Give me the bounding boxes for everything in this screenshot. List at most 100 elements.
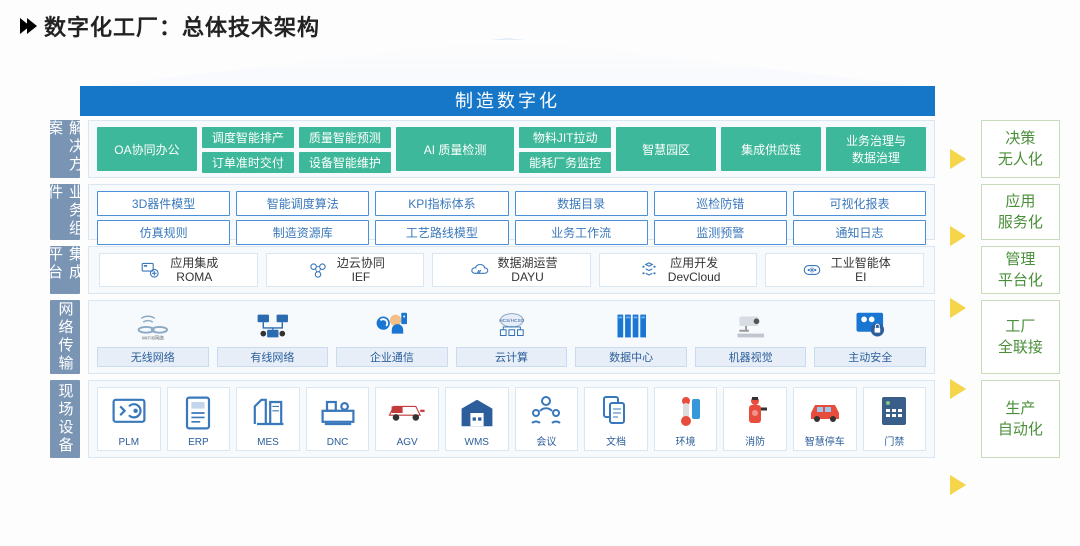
- side-label: 网络传输: [50, 300, 80, 374]
- solution-pill: 订单准时交付: [202, 152, 294, 173]
- dnc-icon: [316, 391, 360, 435]
- outcome-box: 应用 服务化: [981, 184, 1060, 240]
- device-label: MES: [257, 437, 279, 448]
- solution-pill: OA协同办公: [97, 127, 197, 171]
- device-item: ERP: [167, 387, 231, 451]
- network-label: 机器视觉: [695, 347, 807, 367]
- solution-pill: 集成供应链: [721, 127, 821, 171]
- solution-pill: 智慧园区: [616, 127, 716, 171]
- device-item: 智慧停车: [793, 387, 857, 451]
- platform-item: 应用开发DevCloud: [599, 253, 758, 287]
- rows-column: OA协同办公调度智能排产订单准时交付质量智能预测设备智能维护AI 质量检测物料J…: [88, 120, 935, 534]
- arrow-icon: [950, 226, 966, 246]
- row-components: 3D器件模型智能调度算法KPI指标体系数据目录巡检防错可视化报表仿真规则制造资源…: [88, 184, 935, 240]
- outcome-box: 工厂 全联接: [981, 300, 1060, 374]
- camera-icon: [695, 307, 807, 345]
- platform-label: 数据湖运营DAYU: [498, 256, 558, 285]
- device-item: MES: [236, 387, 300, 451]
- side-label: 现场设备: [50, 380, 80, 458]
- network-item: WIFI6网络无线网络: [97, 307, 209, 367]
- arrow-icon: [950, 298, 966, 318]
- wifi-icon: WIFI6网络: [97, 307, 209, 345]
- outcome-box: 决策 无人化: [981, 120, 1060, 178]
- platform-item: 数据湖运营DAYU: [432, 253, 591, 287]
- solution-pill: 能耗厂务监控: [519, 152, 611, 173]
- dayu-icon: [466, 259, 492, 281]
- device-item: DNC: [306, 387, 370, 451]
- device-item: AGV: [375, 387, 439, 451]
- device-label: 智慧停车: [805, 433, 845, 448]
- ief-icon: [305, 259, 331, 281]
- plm-icon: [107, 391, 151, 435]
- arrow-icon: [950, 475, 966, 495]
- solution-pill: 物料JIT拉动: [519, 127, 611, 148]
- row-solutions: OA协同办公调度智能排产订单准时交付质量智能预测设备智能维护AI 质量检测物料J…: [88, 120, 935, 178]
- roma-icon: [138, 259, 164, 281]
- car-icon: [805, 391, 845, 431]
- outcome-box: 生产 自动化: [981, 380, 1060, 458]
- device-item: 消防: [723, 387, 787, 451]
- side-label: 业务组件: [50, 184, 80, 240]
- device-label: 文档: [606, 433, 626, 448]
- erp-icon: [176, 391, 220, 435]
- row-devices: PLM ERP MES DNC AGV WMS 会议 文档 环境消防 智慧停车 门禁: [88, 380, 935, 458]
- platform-label: 工业智能体EI: [831, 256, 891, 285]
- device-item: 环境: [654, 387, 718, 451]
- outcome-box: 管理 平台化: [981, 246, 1060, 294]
- platform-label: 应用集成ROMA: [170, 256, 218, 285]
- platform-label: 应用开发DevCloud: [668, 256, 721, 285]
- title-row: 数字化工厂：总体技术架构: [0, 0, 1080, 46]
- page-title: 数字化工厂：总体技术架构: [44, 10, 320, 42]
- cloud-icon: HCS/HCSO: [456, 307, 568, 345]
- device-item: WMS: [445, 387, 509, 451]
- component-pill: 监测预警: [654, 220, 787, 245]
- wired-icon: [217, 307, 329, 345]
- network-item: 有线网络: [217, 307, 329, 367]
- arrow-icon: [950, 379, 966, 399]
- component-pill: 可视化报表: [793, 191, 926, 216]
- platform-item: 工业智能体EI: [765, 253, 924, 287]
- component-pill: 数据目录: [515, 191, 648, 216]
- network-label: 企业通信: [336, 347, 448, 367]
- device-label: 会议: [536, 433, 556, 448]
- network-label: 无线网络: [97, 347, 209, 367]
- component-pill: 制造资源库: [236, 220, 369, 245]
- mes-icon: [246, 391, 290, 435]
- svg-text:WIFI6网络: WIFI6网络: [142, 334, 164, 341]
- arrows-column: [943, 120, 973, 534]
- meeting-icon: [526, 391, 566, 431]
- device-label: DNC: [327, 437, 349, 448]
- device-label: 门禁: [884, 433, 904, 448]
- component-pill: 工艺路线模型: [375, 220, 508, 245]
- device-label: AGV: [397, 437, 418, 448]
- banner: 制造数字化: [80, 86, 935, 116]
- dc-icon: [575, 307, 687, 345]
- component-pill: 通知日志: [793, 220, 926, 245]
- component-pill: 3D器件模型: [97, 191, 230, 216]
- row-network: WIFI6网络无线网络有线网络企业通信 HCS/HCSO云计算数据中心机器视觉主动…: [88, 300, 935, 374]
- platform-label: 边云协同IEF: [337, 256, 385, 285]
- device-label: WMS: [465, 437, 489, 448]
- network-item: HCS/HCSO云计算: [456, 307, 568, 367]
- fire-icon: [735, 391, 775, 431]
- ei-icon: [799, 259, 825, 281]
- device-item: 文档: [584, 387, 648, 451]
- outcomes-column: 决策 无人化应用 服务化管理 平台化工厂 全联接生产 自动化: [981, 120, 1060, 534]
- agv-icon: [385, 391, 429, 435]
- env-icon: [666, 391, 706, 431]
- component-pill: 业务工作流: [515, 220, 648, 245]
- component-pill: 智能调度算法: [236, 191, 369, 216]
- solution-pill: 设备智能维护: [299, 152, 391, 173]
- network-item: 主动安全: [814, 307, 926, 367]
- platform-item: 边云协同IEF: [266, 253, 425, 287]
- device-label: PLM: [119, 437, 140, 448]
- title-marker-icon: [20, 18, 34, 34]
- component-pill: 仿真规则: [97, 220, 230, 245]
- device-label: 消防: [745, 433, 765, 448]
- network-label: 有线网络: [217, 347, 329, 367]
- device-item: PLM: [97, 387, 161, 451]
- arrow-icon: [950, 149, 966, 169]
- network-label: 数据中心: [575, 347, 687, 367]
- access-icon: [874, 391, 914, 431]
- dev-icon: [636, 259, 662, 281]
